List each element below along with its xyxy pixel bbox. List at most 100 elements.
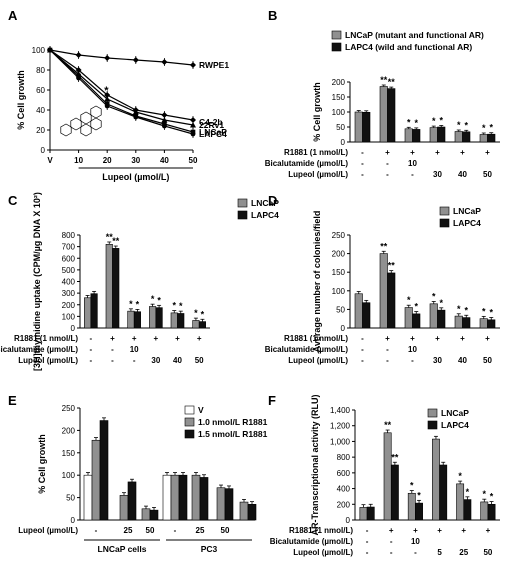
treatment-cell: 25 bbox=[459, 548, 468, 557]
x-tick-label: 10 bbox=[74, 156, 83, 165]
data-point bbox=[75, 52, 82, 58]
legend-swatch bbox=[331, 42, 342, 52]
y-tick-label: 200 bbox=[337, 500, 351, 509]
y-tick-label: 800 bbox=[337, 453, 351, 462]
legend-swatch bbox=[427, 408, 438, 418]
treatment-cell: + bbox=[460, 334, 465, 343]
bar-lapc4 bbox=[177, 313, 185, 329]
treatment-cell: - bbox=[361, 148, 364, 157]
bar-lncap bbox=[354, 111, 363, 143]
legend-swatch bbox=[439, 218, 450, 228]
bar-lncap bbox=[479, 318, 488, 329]
legend-swatch bbox=[184, 429, 195, 439]
treatment-row-label: Lupeol (µmol/L) bbox=[288, 170, 348, 179]
y-axis-label: [3H]thymidine uptake (CPM/µg DNA X 10²) bbox=[32, 192, 42, 371]
significance-mark: * bbox=[489, 307, 493, 317]
significance-mark: * bbox=[410, 481, 414, 491]
significance-mark: * bbox=[129, 299, 133, 309]
treatment-cell: + bbox=[461, 526, 466, 535]
bar-lncap bbox=[429, 303, 438, 329]
treatment-cell: - bbox=[361, 170, 364, 179]
treatment-cell: - bbox=[95, 526, 98, 535]
data-point bbox=[132, 109, 139, 115]
panel-label-c: C bbox=[8, 193, 18, 208]
y-tick-label: 100 bbox=[62, 471, 76, 480]
bar bbox=[247, 504, 257, 521]
legend-label: 1.0 nmol/L R1881 bbox=[198, 417, 268, 427]
treatment-cell: - bbox=[390, 548, 393, 557]
ring bbox=[90, 117, 102, 131]
series-label-22rv1: 22Rv1 bbox=[199, 120, 224, 130]
panel-label-b: B bbox=[268, 8, 277, 23]
y-tick-label: 700 bbox=[62, 243, 76, 252]
treatment-cell: - bbox=[411, 356, 414, 365]
significance-mark: ** bbox=[391, 452, 399, 462]
bar-lapc4 bbox=[155, 307, 163, 329]
treatment-cell: + bbox=[175, 334, 180, 343]
y-tick-label: 1,000 bbox=[330, 437, 351, 446]
ring bbox=[90, 105, 102, 119]
bar-lapc4 bbox=[390, 464, 399, 521]
y-tick-label: 600 bbox=[337, 469, 351, 478]
bar-lapc4 bbox=[198, 321, 206, 329]
bar bbox=[83, 474, 93, 521]
treatment-cell: - bbox=[89, 345, 92, 354]
treatment-cell: 30 bbox=[151, 356, 160, 365]
y-tick-label: 200 bbox=[332, 78, 346, 87]
series-line-22rv1 bbox=[49, 49, 194, 126]
y-tick-label: 0 bbox=[346, 516, 351, 525]
bar-lapc4 bbox=[412, 313, 421, 329]
series-label-c4-2b: C4-2b bbox=[199, 117, 223, 127]
x-tick-label: 50 bbox=[189, 156, 198, 165]
significance-mark: * bbox=[439, 298, 443, 308]
ring bbox=[70, 117, 82, 131]
bar bbox=[127, 481, 137, 521]
bar-lapc4 bbox=[90, 293, 98, 329]
bar-lncap bbox=[359, 507, 368, 521]
significance-mark: * bbox=[157, 295, 161, 305]
bar bbox=[141, 508, 151, 521]
ring bbox=[60, 123, 72, 137]
y-tick-label: 100 bbox=[32, 46, 46, 55]
y-tick-label: 1,200 bbox=[330, 422, 351, 431]
bar-lncap bbox=[454, 315, 463, 329]
bar-lapc4 bbox=[387, 272, 396, 329]
bar bbox=[99, 420, 109, 521]
panel-d: 0 50 100 150 200 250 Average number of colonie… bbox=[265, 206, 500, 365]
y-axis-label: % Cell growth bbox=[37, 434, 47, 494]
treatment-cell: 30 bbox=[433, 170, 442, 179]
significance-mark: * bbox=[201, 309, 205, 319]
y-tick-label: 0 bbox=[71, 516, 76, 525]
treatment-cell: + bbox=[410, 148, 415, 157]
bar-lncap bbox=[432, 438, 440, 521]
significance-mark: * bbox=[414, 118, 418, 128]
significance-mark: * bbox=[457, 304, 461, 314]
legend-swatch bbox=[237, 210, 248, 220]
x-tick-label: 20 bbox=[103, 156, 112, 165]
treatment-row-label: Lupeol (µmol/L) bbox=[293, 548, 353, 557]
treatment-cell: + bbox=[385, 334, 390, 343]
series-line-lncap bbox=[49, 49, 194, 133]
series-line-lapc4 bbox=[49, 49, 194, 135]
treatment-cell: - bbox=[133, 356, 136, 365]
treatment-cell: + bbox=[486, 526, 491, 535]
treatment-cell: 40 bbox=[458, 170, 467, 179]
treatment-cell: + bbox=[460, 148, 465, 157]
significance-mark: ** bbox=[380, 241, 388, 251]
series-label-rwpe1: RWPE1 bbox=[199, 60, 229, 70]
treatment-row-label: Lupeol (µmol/L) bbox=[18, 356, 78, 365]
y-tick-label: 50 bbox=[336, 305, 345, 314]
treatment-cell: + bbox=[413, 526, 418, 535]
bar-lapc4 bbox=[463, 499, 472, 521]
panel-c: 0 100 200 300 400 500 600 700 800 [3H]thymidine u… bbox=[0, 192, 279, 371]
treatment-row-label: R1881 (1 nmol/L) bbox=[14, 334, 78, 343]
y-tick-label: 150 bbox=[332, 268, 346, 277]
cell-line-label: PC3 bbox=[201, 544, 218, 554]
y-tick-label: 250 bbox=[332, 231, 346, 240]
legend-swatch bbox=[237, 198, 248, 208]
treatment-row-label: Bicalutamide (µmol/L) bbox=[270, 537, 354, 546]
y-tick-label: 500 bbox=[62, 266, 76, 275]
series-label-lncap: LNCaP bbox=[199, 127, 227, 137]
data-point bbox=[104, 55, 111, 61]
